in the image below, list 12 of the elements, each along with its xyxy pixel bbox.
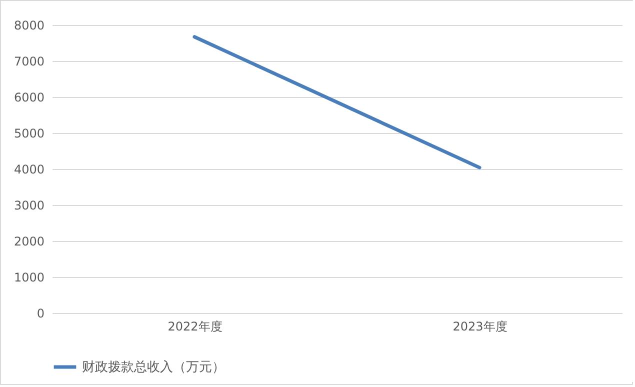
- y-tick-label: 8000: [14, 18, 44, 32]
- y-tick-label: 0: [36, 306, 44, 320]
- y-tick-label: 5000: [14, 126, 44, 140]
- x-tick-label: 2023年度: [452, 320, 508, 334]
- y-tick-label: 1000: [14, 270, 44, 284]
- legend-label: 财政拨款总收入（万元）: [82, 360, 225, 375]
- y-tick-label: 3000: [14, 198, 44, 212]
- y-tick-label: 2000: [14, 234, 44, 248]
- y-tick-label: 6000: [14, 90, 44, 104]
- x-tick-label: 2022年度: [168, 320, 222, 334]
- y-tick-label: 7000: [14, 54, 44, 68]
- y-tick-label: 4000: [14, 162, 44, 176]
